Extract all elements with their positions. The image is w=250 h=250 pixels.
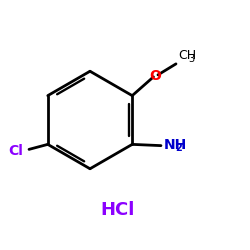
Text: 2: 2	[175, 143, 182, 153]
Text: Cl: Cl	[8, 144, 23, 158]
Text: NH: NH	[164, 138, 187, 152]
Text: O: O	[149, 69, 161, 84]
Text: HCl: HCl	[100, 201, 135, 219]
Text: CH: CH	[178, 49, 196, 62]
Text: 3: 3	[188, 54, 194, 64]
